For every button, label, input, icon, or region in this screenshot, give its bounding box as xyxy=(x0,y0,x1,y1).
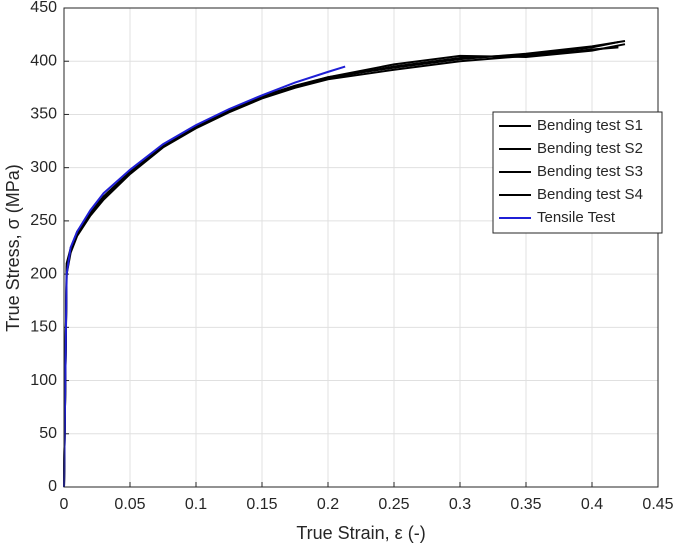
y-tick-label: 200 xyxy=(30,265,57,282)
y-tick-label: 400 xyxy=(30,52,57,69)
series-line xyxy=(63,65,346,488)
x-tick-label: 0.4 xyxy=(581,496,603,513)
x-tick-label: 0.2 xyxy=(317,496,339,513)
legend-label: Bending test S1 xyxy=(537,117,643,134)
legend-label: Bending test S3 xyxy=(537,163,643,180)
x-tick-label: 0 xyxy=(60,496,69,513)
y-tick-label: 100 xyxy=(30,372,57,389)
y-axis-label: True Stress, σ (MPa) xyxy=(3,164,23,331)
x-tick-label: 0.3 xyxy=(449,496,471,513)
plot-frame xyxy=(63,7,659,488)
x-tick-label: 0.35 xyxy=(510,496,541,513)
legend-box xyxy=(492,111,663,234)
y-tick-label: 150 xyxy=(30,319,57,336)
y-tick-label: 350 xyxy=(30,106,57,123)
x-tick-label: 0.05 xyxy=(114,496,145,513)
series-line xyxy=(63,40,626,488)
x-tick-label: 0.15 xyxy=(246,496,277,513)
legend-label: Bending test S4 xyxy=(537,186,643,203)
x-tick-label: 0.45 xyxy=(642,496,673,513)
y-tick-label: 250 xyxy=(30,212,57,229)
series-line xyxy=(63,41,619,488)
y-tick-label: 450 xyxy=(30,0,57,16)
legend-label: Tensile Test xyxy=(537,209,616,226)
x-axis-label: True Strain, ε (-) xyxy=(296,523,425,543)
y-tick-label: 0 xyxy=(48,478,57,495)
y-tick-label: 300 xyxy=(30,159,57,176)
x-tick-label: 0.1 xyxy=(185,496,207,513)
x-tick-label: 0.25 xyxy=(378,496,409,513)
y-tick-label: 50 xyxy=(39,425,57,442)
series-line xyxy=(63,43,626,488)
legend-label: Bending test S2 xyxy=(537,140,643,157)
